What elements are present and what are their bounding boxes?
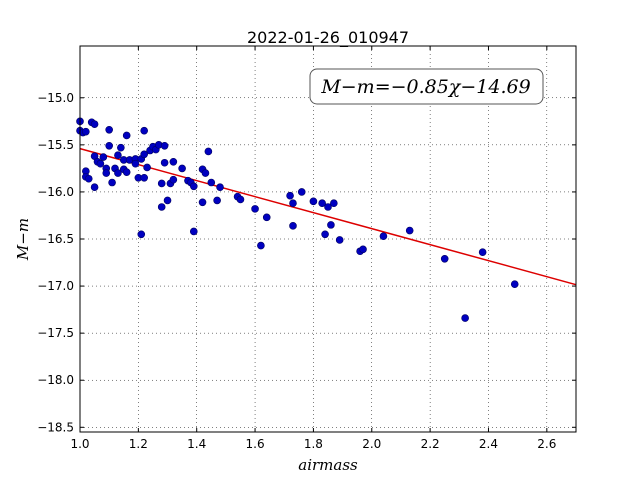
data-point bbox=[359, 245, 367, 254]
data-point bbox=[114, 151, 122, 160]
data-point bbox=[143, 163, 151, 172]
axis-ticks bbox=[79, 46, 576, 432]
data-point bbox=[204, 147, 213, 156]
data-point bbox=[189, 182, 198, 191]
data-point bbox=[262, 213, 271, 222]
x-tick-label: 1.4 bbox=[187, 437, 206, 451]
y-tick-label: −16.0 bbox=[37, 185, 74, 199]
y-tick-label: −15.0 bbox=[37, 91, 74, 105]
data-point bbox=[160, 141, 169, 150]
data-point bbox=[216, 183, 224, 192]
data-point bbox=[318, 199, 326, 208]
data-point bbox=[140, 126, 148, 135]
y-tick-label: −18.5 bbox=[37, 420, 74, 434]
data-point bbox=[379, 232, 388, 240]
data-point bbox=[213, 196, 221, 205]
fit-line-group bbox=[79, 147, 577, 286]
data-point bbox=[478, 248, 487, 256]
y-tick-label: −17.5 bbox=[37, 326, 74, 340]
y-axis-label: M−m bbox=[14, 218, 32, 261]
data-point bbox=[461, 314, 469, 322]
data-point bbox=[131, 159, 140, 168]
data-point bbox=[84, 174, 93, 183]
data-point bbox=[105, 125, 113, 134]
y-tick-labels: −15.0 −15.5 −16.0 −16.5 −17.0 −17.5 −18.0 −18.5 bbox=[37, 91, 74, 435]
data-point bbox=[257, 241, 265, 250]
data-point bbox=[140, 174, 148, 182]
data-point bbox=[189, 227, 198, 236]
data-point bbox=[169, 175, 178, 184]
data-point bbox=[198, 198, 207, 207]
data-point bbox=[286, 191, 294, 200]
x-tick-label: 2.2 bbox=[421, 437, 440, 451]
x-tick-label: 2.6 bbox=[537, 437, 556, 451]
x-tick-label: 2.4 bbox=[479, 437, 498, 451]
data-point bbox=[108, 178, 116, 187]
data-point bbox=[207, 178, 216, 187]
data-point bbox=[82, 127, 90, 136]
data-point bbox=[335, 236, 344, 244]
x-axis-label: airmass bbox=[298, 456, 358, 474]
data-point bbox=[440, 254, 449, 263]
data-point bbox=[236, 195, 245, 204]
data-point bbox=[251, 205, 259, 213]
data-point bbox=[321, 230, 329, 239]
fit-annotation: M−m=−0.85χ−14.69 bbox=[309, 68, 544, 105]
data-point bbox=[289, 222, 297, 230]
data-point bbox=[96, 159, 105, 168]
data-point bbox=[327, 221, 335, 229]
data-point bbox=[122, 168, 131, 176]
data-point bbox=[405, 226, 414, 235]
y-tick-label: −18.0 bbox=[37, 373, 74, 387]
y-tick-label: −17.0 bbox=[37, 279, 74, 293]
data-point bbox=[297, 188, 306, 196]
data-point bbox=[330, 199, 338, 208]
fit-line bbox=[79, 147, 577, 286]
data-point bbox=[309, 197, 318, 206]
data-point bbox=[157, 179, 166, 188]
data-point bbox=[178, 164, 186, 173]
x-tick-label: 1.0 bbox=[70, 437, 89, 451]
data-point bbox=[163, 196, 172, 205]
y-tick-label: −16.5 bbox=[37, 232, 74, 246]
data-point bbox=[102, 169, 111, 177]
data-point bbox=[117, 143, 125, 152]
data-point bbox=[160, 158, 169, 167]
data-point bbox=[137, 230, 146, 239]
x-tick-labels: 1.0 1.2 1.4 1.6 1.8 2.0 2.2 2.4 2.6 bbox=[70, 437, 556, 451]
data-point bbox=[105, 141, 113, 150]
y-tick-label: −15.5 bbox=[37, 138, 74, 152]
x-tick-label: 2.0 bbox=[362, 437, 381, 451]
data-points bbox=[76, 117, 519, 322]
chart-title: 2022-01-26_010947 bbox=[247, 28, 409, 48]
x-tick-label: 1.6 bbox=[246, 437, 265, 451]
data-point bbox=[324, 203, 332, 211]
data-point bbox=[289, 199, 297, 208]
data-point bbox=[122, 131, 131, 140]
data-point bbox=[114, 169, 122, 177]
data-point bbox=[201, 169, 210, 177]
fit-annotation-box bbox=[309, 68, 544, 105]
data-point bbox=[90, 183, 99, 192]
data-point bbox=[140, 150, 148, 159]
data-point bbox=[90, 120, 99, 128]
data-point bbox=[157, 203, 166, 211]
fit-annotation-text: M−m=−0.85χ−14.69 bbox=[320, 76, 530, 98]
data-point bbox=[510, 280, 519, 288]
data-point bbox=[99, 153, 108, 161]
x-tick-label: 1.8 bbox=[304, 437, 323, 451]
data-point bbox=[169, 158, 178, 166]
x-tick-label: 1.2 bbox=[129, 437, 148, 451]
